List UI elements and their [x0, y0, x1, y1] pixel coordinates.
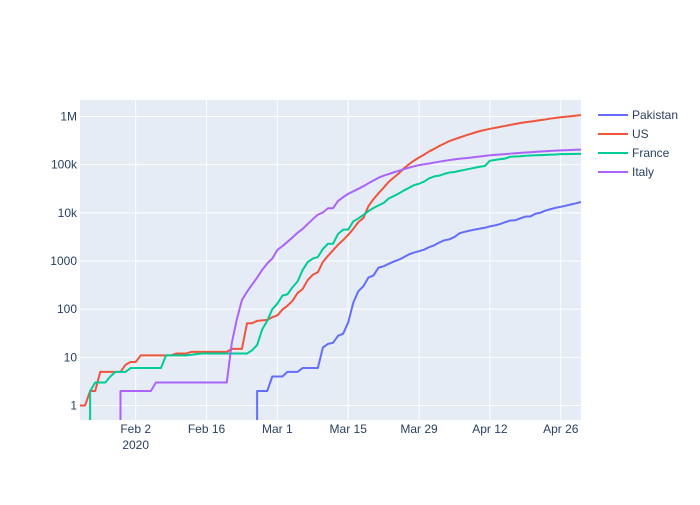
legend-item-us[interactable]: US — [598, 127, 649, 141]
x-tick-label: Mar 1 — [262, 422, 293, 436]
y-tick-label: 100 — [57, 302, 77, 316]
legend-label: Pakistan — [632, 108, 678, 122]
y-tick-label: 100k — [51, 158, 78, 172]
series-line-us[interactable] — [80, 114, 581, 407]
legend-item-pakistan[interactable]: Pakistan — [598, 108, 678, 122]
legend-item-italy[interactable]: Italy — [598, 165, 654, 179]
x-tick-label: Feb 2 — [120, 422, 151, 436]
legend[interactable]: Pakistan US France Italy — [598, 108, 678, 179]
y-tick-label: 10k — [58, 206, 78, 220]
x-tick-label: Apr 12 — [472, 422, 508, 436]
y-tick-label: 1000 — [50, 254, 77, 268]
y-tick-label: 1M — [60, 109, 77, 123]
y-tick-label: 10 — [64, 350, 78, 364]
x-tick-label: Mar 15 — [330, 422, 368, 436]
series-lines — [80, 114, 581, 431]
series-line-france[interactable] — [89, 152, 581, 431]
series-line-italy[interactable] — [119, 148, 581, 431]
x-axis: Feb 2 2020 Feb 16 Mar 1 Mar 15 Mar 29 Apr 12 Ap… — [120, 422, 578, 452]
legend-label: Italy — [632, 165, 654, 179]
x-tick-label: Mar 29 — [400, 422, 438, 436]
plot-background — [80, 100, 581, 420]
legend-label: US — [632, 127, 649, 141]
series-line-pakistan[interactable] — [256, 200, 581, 431]
y-tick-label: 1 — [70, 399, 77, 413]
legend-item-france[interactable]: France — [598, 146, 670, 160]
legend-label: France — [632, 146, 670, 160]
y-axis: 1 10 100 1000 10k 100k 1M — [50, 109, 78, 412]
gridlines — [80, 100, 581, 420]
x-tick-label: Feb 16 — [188, 422, 226, 436]
x-tick-label: Apr 26 — [543, 422, 579, 436]
x-tick-sublabel: 2020 — [122, 438, 149, 452]
